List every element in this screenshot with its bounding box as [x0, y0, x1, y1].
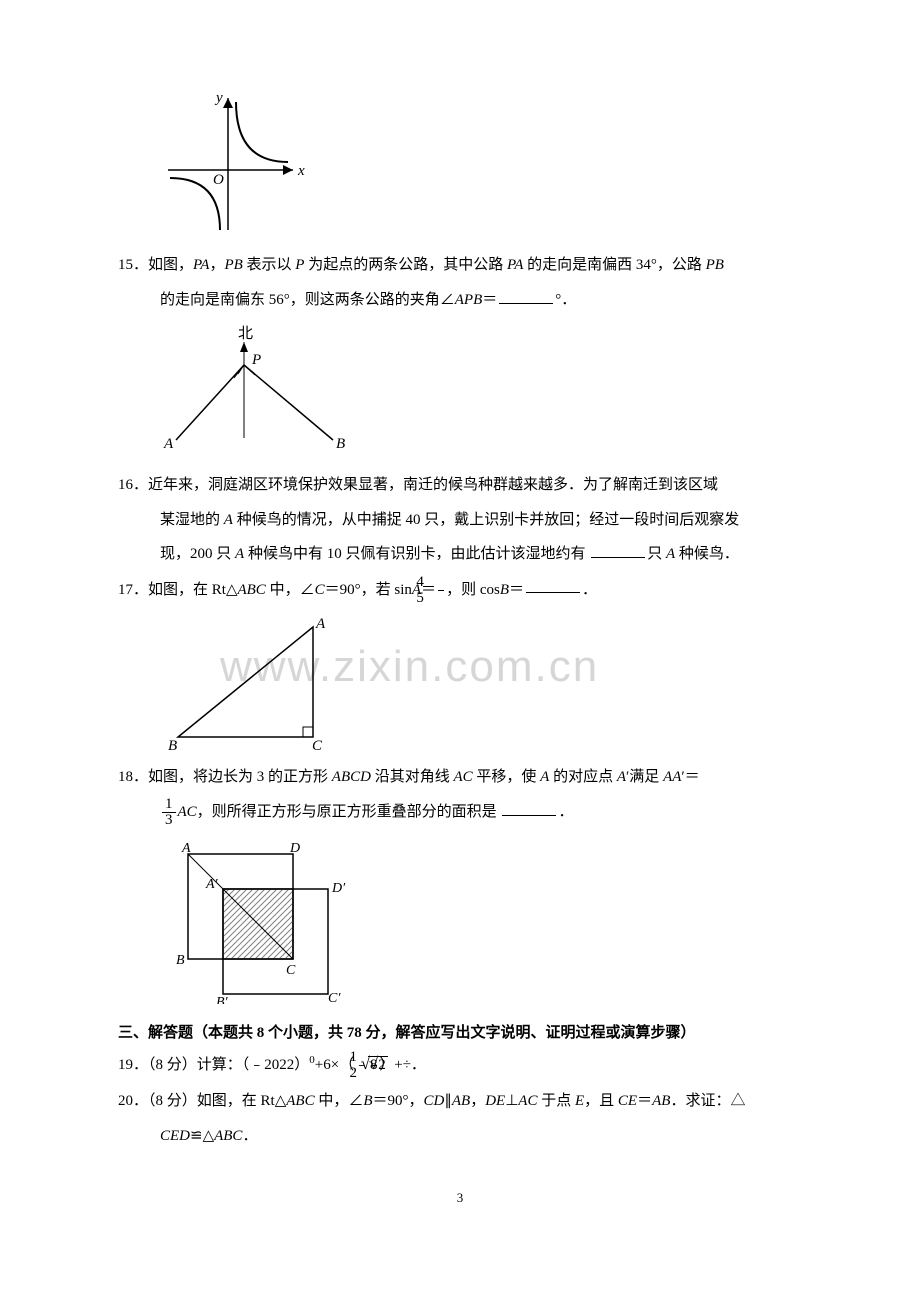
question-18-line2: 13AC，则所得正方形与原正方形重叠部分的面积是 ．	[118, 797, 802, 828]
page-number: 3	[118, 1190, 802, 1206]
question-20-line2: CED≌△ABC．	[118, 1122, 802, 1151]
blank-input	[499, 290, 553, 304]
fig15-B: B	[336, 436, 345, 452]
fig15-P: P	[251, 352, 261, 368]
fig18-B: B	[176, 953, 185, 968]
question-20: 20．（8 分）如图，在 Rt△ABC 中，∠B＝90°，CD∥AB，DE⊥AC…	[118, 1087, 802, 1116]
fig18-D: D	[289, 841, 300, 856]
question-15: 15．如图，PA，PB 表示以 P 为起点的两条公路，其中公路 PA 的走向是南…	[118, 251, 802, 280]
q19-num: 19．	[118, 1057, 148, 1073]
fig18-Bp: B′	[216, 995, 229, 1004]
fig15-A: A	[163, 436, 174, 452]
figure-14: x y O	[158, 80, 802, 245]
fig18-C: C	[286, 963, 296, 978]
figure-17: A B C	[158, 612, 802, 757]
question-16-line2: 某湿地的 A 种候鸟的情况，从中捕捉 40 只，戴上识别卡并放回；经过一段时间后…	[118, 506, 802, 535]
fig18-A: A	[181, 841, 191, 856]
fig18-Ap: A′	[205, 877, 219, 892]
fig17-A: A	[315, 616, 326, 632]
question-18: 18．如图，将边长为 3 的正方形 ABCD 沿其对角线 AC 平移，使 A 的…	[118, 763, 802, 792]
blank-input	[502, 802, 556, 816]
fig18-Cp: C′	[328, 991, 341, 1004]
figure-15: 北 P A B	[158, 320, 802, 465]
question-17: 17．如图，在 Rt△ABC 中，∠C＝90°，若 sinA＝45，则 cosB…	[118, 575, 802, 606]
fig17-C: C	[312, 738, 323, 752]
fig17-B: B	[168, 738, 177, 752]
blank-input	[591, 544, 645, 558]
fraction-1-3: 13	[162, 797, 176, 828]
question-16: 16．近年来，洞庭湖区环境保护效果显著，南迁的候鸟种群越来越多．为了解南迁到该区…	[118, 471, 802, 500]
fig14-O-label: O	[213, 172, 224, 188]
q16-num: 16．	[118, 477, 148, 493]
fig15-north: 北	[238, 325, 253, 342]
question-16-line3: 现，200 只 A 种候鸟中有 10 只佩有识别卡，由此估计该湿地约有 只 A …	[118, 540, 802, 569]
q18-num: 18．	[118, 769, 148, 785]
q15-num: 15．	[118, 257, 148, 273]
section-3-title: 三、解答题（本题共 8 个小题，共 78 分，解答应写出文字说明、证明过程或演算…	[118, 1021, 802, 1042]
fig14-x-label: x	[297, 163, 305, 179]
question-15-line2: 的走向是南偏东 56°，则这两条公路的夹角∠APB＝°．	[118, 286, 802, 315]
fraction-4-5: 45	[438, 575, 444, 606]
fig18-Dp: D′	[331, 881, 346, 896]
blank-input	[526, 579, 580, 593]
fig14-y-label: y	[214, 90, 223, 106]
figure-18: A D B C A′ D′ B′ C′	[158, 834, 802, 1009]
q17-num: 17．	[118, 581, 148, 597]
question-19: 19．（8 分）计算：（﹣2022）0+6×（﹣12）+√8÷√2．	[118, 1048, 802, 1081]
q20-num: 20．	[118, 1093, 148, 1109]
